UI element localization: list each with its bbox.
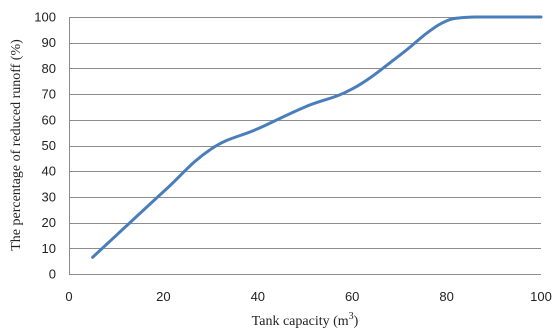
x-tick-label-0: 0 — [65, 289, 72, 304]
y-tick-label-60: 60 — [42, 112, 56, 127]
x-tick-label-100: 100 — [530, 289, 552, 304]
y-tick-label-70: 70 — [42, 87, 56, 102]
y-tick-label-100: 100 — [34, 10, 56, 25]
y-tick-label-30: 30 — [42, 189, 56, 204]
series-line-0 — [91, 15, 543, 259]
series-group — [91, 15, 543, 259]
y-tick-label-0: 0 — [49, 267, 56, 282]
x-axis-title-superscript: 3 — [349, 311, 354, 322]
y-tick-label-80: 80 — [42, 61, 56, 76]
x-tick-label-60: 60 — [345, 289, 359, 304]
x-tick-labels: 0 20 40 60 80 100 — [65, 289, 551, 304]
axes — [69, 17, 541, 275]
x-axis-title-suffix: ) — [354, 314, 359, 329]
x-axis-title: Tank capacity (m3) — [252, 311, 359, 329]
y-tick-label-90: 90 — [42, 35, 56, 50]
x-tick-label-20: 20 — [156, 289, 170, 304]
y-tick-label-50: 50 — [42, 138, 56, 153]
y-tick-label-20: 20 — [42, 215, 56, 230]
y-tick-labels: 0 10 20 30 40 50 60 70 80 90 100 — [34, 10, 56, 282]
y-tick-label-40: 40 — [42, 164, 56, 179]
x-tick-label-40: 40 — [251, 289, 265, 304]
x-axis-title-text: Tank capacity (m — [252, 314, 349, 329]
y-axis-title: The percentage of reduced runoff (%) — [9, 39, 24, 251]
x-tick-label-80: 80 — [439, 289, 453, 304]
y-tick-label-10: 10 — [42, 241, 56, 256]
